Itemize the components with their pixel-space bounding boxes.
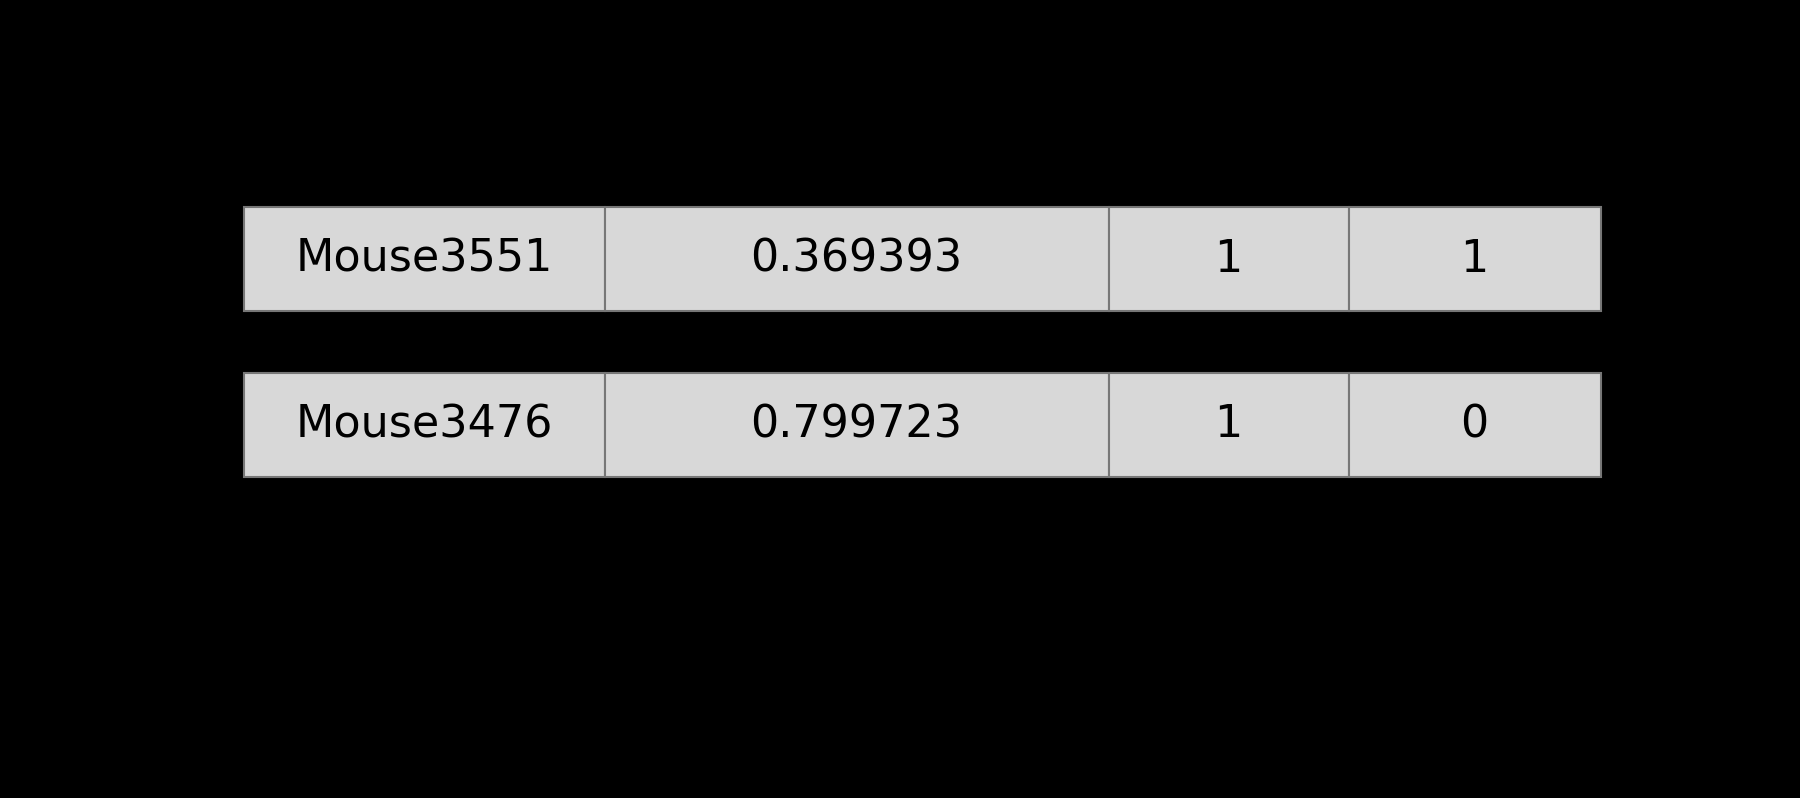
Bar [245, 373, 605, 477]
Text: Mouse3551: Mouse3551 [295, 238, 553, 281]
Text: 1: 1 [1215, 238, 1242, 281]
Text: 1: 1 [1460, 238, 1489, 281]
Bar [605, 373, 1109, 477]
Bar [1348, 373, 1600, 477]
Bar [1348, 207, 1600, 311]
Text: 0.799723: 0.799723 [751, 404, 963, 446]
Text: 0: 0 [1460, 404, 1489, 446]
Bar [1109, 373, 1348, 477]
Text: 0.369393: 0.369393 [751, 238, 963, 281]
Bar [605, 207, 1109, 311]
Text: 1: 1 [1215, 404, 1242, 446]
Bar [1109, 207, 1348, 311]
Text: Mouse3476: Mouse3476 [295, 404, 553, 446]
Bar [245, 207, 605, 311]
